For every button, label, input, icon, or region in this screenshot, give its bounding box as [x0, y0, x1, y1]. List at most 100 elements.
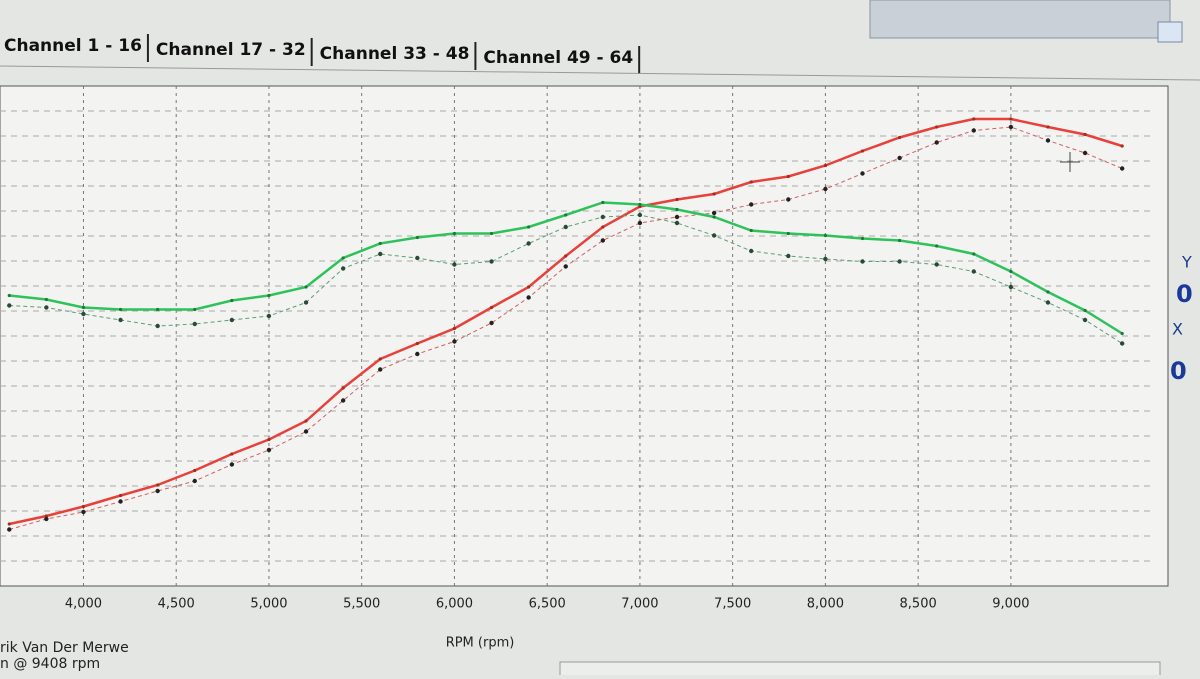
series-marker — [712, 192, 716, 196]
series-marker — [749, 202, 754, 207]
y-value: 0 — [1176, 280, 1193, 308]
series-marker — [7, 303, 12, 308]
cursor — [1060, 152, 1080, 172]
series-marker — [563, 224, 568, 230]
series-marker — [823, 256, 828, 262]
series-marker — [563, 264, 568, 269]
series-marker — [1008, 124, 1014, 130]
series-marker — [452, 262, 457, 267]
series-marker — [192, 321, 197, 327]
series-marker — [415, 351, 420, 357]
x-tick-label: 7,500 — [714, 597, 751, 612]
peak: n @ 9408 rpm — [0, 656, 100, 672]
series-marker — [786, 253, 791, 259]
series-marker — [749, 180, 753, 184]
x-tick-label: 8,500 — [900, 597, 937, 612]
series-marker — [934, 262, 939, 267]
series-marker — [155, 488, 160, 494]
series-marker — [934, 140, 939, 145]
series-marker — [341, 386, 345, 390]
series-marker — [340, 266, 346, 271]
series-marker — [1045, 138, 1051, 143]
series-marker — [44, 297, 48, 302]
series-marker — [749, 248, 754, 254]
series-marker — [674, 220, 680, 226]
series-marker — [452, 326, 457, 331]
series-marker — [452, 231, 457, 236]
series-marker — [786, 197, 791, 202]
series-marker — [637, 212, 643, 218]
series-marker — [7, 522, 11, 526]
series-marker — [415, 255, 420, 261]
operator: rik Van Der Merwe — [0, 640, 129, 656]
series-marker — [935, 244, 939, 248]
series-marker — [860, 236, 865, 241]
series-marker — [155, 323, 160, 329]
series-marker — [712, 215, 716, 219]
series-marker — [972, 252, 976, 256]
series-marker — [267, 293, 271, 298]
series-marker — [971, 128, 976, 133]
tab[interactable]: Channel 49 - 64 — [483, 48, 633, 68]
series-marker — [674, 214, 680, 220]
series-marker — [341, 256, 345, 260]
tab[interactable]: Channel 1 - 16 — [4, 36, 142, 56]
series-marker — [156, 483, 160, 487]
x-tick-label: 4,000 — [65, 597, 102, 612]
series-marker — [229, 317, 235, 323]
series-marker — [415, 341, 419, 346]
tab[interactable]: Channel 17 - 32 — [156, 40, 306, 60]
series-marker — [44, 514, 48, 518]
series-marker — [489, 305, 494, 310]
x-tick-label: 9,000 — [992, 597, 1029, 612]
series-marker — [304, 419, 308, 423]
series-marker — [81, 504, 86, 509]
series-marker — [600, 214, 606, 220]
series-marker — [415, 235, 419, 240]
x-label: X — [1172, 320, 1183, 339]
tab-underline — [0, 65, 1200, 81]
series-marker — [1009, 269, 1013, 274]
series-marker — [897, 155, 902, 161]
x-tick-label: 6,500 — [529, 597, 566, 612]
series-marker — [118, 317, 123, 323]
series-marker — [711, 210, 717, 216]
x-tick-label: 7,000 — [621, 597, 658, 612]
series-marker — [1082, 317, 1088, 323]
series-marker — [489, 259, 494, 264]
series-marker — [378, 357, 382, 361]
series-marker — [378, 251, 383, 257]
series-marker — [44, 305, 49, 310]
series-marker — [897, 259, 902, 264]
series-marker — [1119, 341, 1125, 346]
series-marker — [1083, 132, 1087, 137]
series-marker — [378, 241, 382, 246]
series-marker — [1082, 150, 1088, 156]
series-marker — [266, 447, 272, 453]
series-marker — [600, 238, 606, 243]
series-marker — [193, 468, 197, 473]
series-marker — [638, 202, 642, 207]
tab[interactable]: Channel 33 - 48 — [320, 44, 470, 64]
series-marker — [897, 135, 902, 140]
plot: 4,000 4,500 5,000 5,500 6,000 6,500 7,000 7,500… — [0, 86, 1150, 612]
x-tick-label: 8,000 — [807, 597, 844, 612]
series-marker — [1120, 331, 1124, 336]
series-marker — [81, 305, 86, 310]
series-marker — [118, 493, 123, 498]
series-marker — [1046, 125, 1050, 129]
series-marker — [935, 125, 939, 129]
x-tick-label: 6,000 — [436, 597, 473, 612]
series-marker — [304, 285, 308, 289]
x-value: 0 — [1170, 357, 1187, 385]
series-marker — [527, 285, 531, 289]
x-tick-label: 5,500 — [343, 597, 380, 612]
x-axis-label: RPM (rpm) — [446, 636, 515, 651]
series-marker — [601, 225, 605, 229]
series-marker — [823, 233, 828, 238]
series-marker — [601, 200, 605, 205]
dropdown-button[interactable] — [1157, 21, 1183, 43]
series-marker — [860, 259, 865, 264]
dropdown[interactable] — [869, 0, 1171, 39]
